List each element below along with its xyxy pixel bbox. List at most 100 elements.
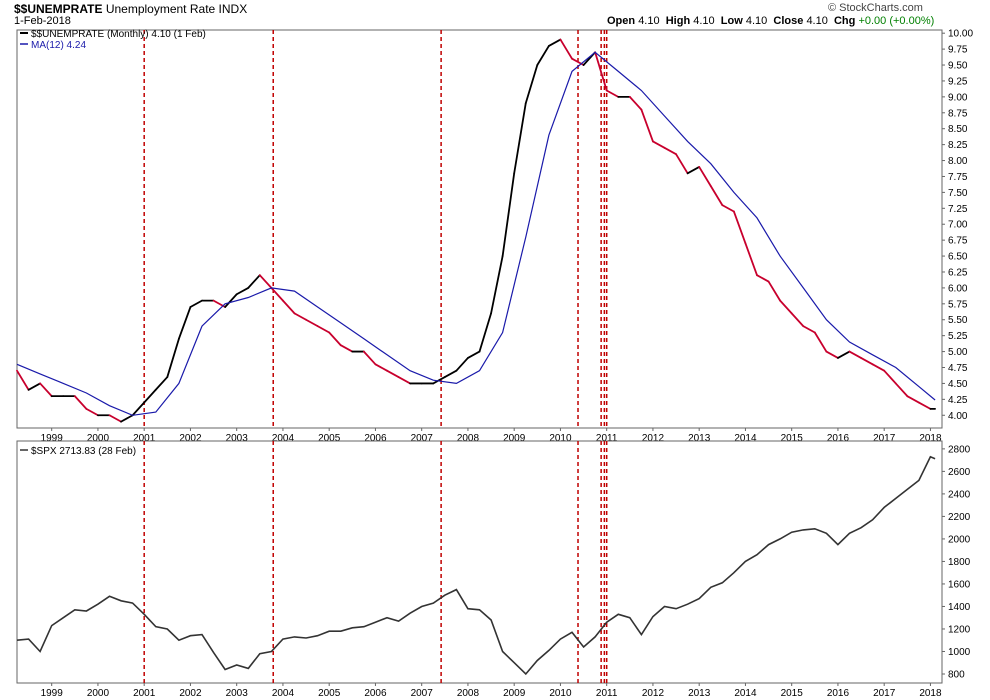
open-value: 4.10	[638, 15, 660, 27]
unemp-series-segment	[790, 312, 805, 328]
unemp-series-segment	[779, 299, 793, 315]
unemp-series-segment	[235, 287, 250, 296]
unemp-ytick-label: 5.50	[948, 315, 968, 326]
unemployment-panel: 4.00 4.25 4.50 4.75 5.00 5.25 5.50 5.75 6.00 6.25…	[16, 29, 973, 444]
spx-ytick-label: 2000	[948, 534, 971, 545]
high-value: 4.10	[693, 15, 715, 27]
legend-ma: MA(12) 4.24	[31, 40, 86, 51]
spx-xtick-label: 2017	[873, 688, 896, 699]
unemp-series-segment	[640, 108, 654, 143]
unemp-series-segment	[802, 325, 816, 334]
unemp-series-segment	[813, 331, 828, 353]
unemp-series-segment	[894, 382, 909, 398]
unemp-series-segment	[143, 388, 157, 404]
unemp-xtick-label: 2007	[411, 433, 434, 444]
spx-xtick-label: 2015	[781, 688, 804, 699]
unemp-series-segment	[282, 299, 296, 315]
spx-ytick-label: 2400	[948, 489, 971, 500]
unemp-series-segment	[501, 172, 516, 257]
spx-xtick-label: 2011	[596, 688, 618, 699]
unemp-series-segment	[536, 45, 550, 66]
spx-xtick-label: 2016	[827, 688, 850, 699]
unemp-ytick-label: 8.50	[948, 124, 968, 135]
chart-title: $$UNEMPRATE Unemployment Rate INDX	[14, 2, 247, 16]
spx-xtick-label: 2012	[642, 688, 665, 699]
unemp-series-segment	[85, 407, 99, 417]
unemp-ytick-label: 5.00	[948, 347, 968, 358]
unemp-series-segment	[455, 357, 469, 372]
spx-xtick-label: 2003	[226, 688, 249, 699]
unemp-series-segment	[652, 140, 666, 149]
unemp-series-segment	[698, 166, 712, 187]
unemp-series-segment	[339, 344, 354, 353]
unemp-series-segment	[837, 350, 851, 359]
unemp-xtick-label: 2003	[226, 433, 249, 444]
unemp-ytick-label: 4.25	[948, 395, 968, 406]
unemp-series-segment	[305, 318, 319, 328]
unemp-series-segment	[293, 312, 307, 321]
spx-xtick-label: 2013	[688, 688, 711, 699]
close-value: 4.10	[806, 15, 828, 27]
spx-xtick-label: 1999	[41, 688, 64, 699]
brand-watermark: © StockCharts.com	[828, 2, 923, 14]
unemp-ytick-label: 9.00	[948, 92, 968, 103]
legend: $$UNEMPRATE (Monthly) 4.10 (1 Feb) MA(12…	[20, 29, 206, 457]
unemp-series-segment	[709, 185, 724, 207]
unemp-ytick-label: 6.00	[948, 283, 968, 294]
spx-xtick-label: 2010	[549, 688, 572, 699]
unemp-series-segment	[478, 312, 492, 353]
unemp-series-segment	[316, 325, 331, 334]
spx-xtick-label: 2000	[87, 688, 110, 699]
unemp-ytick-label: 9.75	[948, 45, 968, 56]
unemp-ytick-label: 8.00	[948, 156, 968, 167]
unemp-ytick-label: 7.00	[948, 220, 968, 231]
unemp-series-segment	[362, 350, 377, 366]
unemp-series-segment	[732, 210, 747, 245]
spx-xtick-label: 2002	[179, 688, 202, 699]
unemp-ytick-label: 8.75	[948, 108, 968, 119]
ohlc-readout: Open 4.10 High 4.10 Low 4.10 Close 4.10 …	[607, 15, 934, 27]
unemp-series-segment	[513, 102, 527, 175]
spx-xtick-label: 2005	[318, 688, 341, 699]
spx-xtick-label: 2008	[457, 688, 480, 699]
spx-panel: 800 1000 1200 1400 1600 1800 2000 2200 2400 2600 2…	[16, 440, 971, 699]
unemp-series-segment	[131, 401, 146, 417]
unemp-series-segment	[860, 357, 874, 366]
unemp-xtick-label: 2015	[781, 433, 804, 444]
spx-frame	[16, 440, 943, 684]
unemp-series-segment	[73, 395, 88, 410]
high-label: High	[665, 15, 691, 27]
unemp-xtick-label: 2012	[642, 433, 665, 444]
unemp-xtick-label: 2006	[364, 433, 387, 444]
low-label: Low	[720, 15, 743, 27]
unemp-xtick-label: 2001	[133, 433, 156, 444]
unemp-series-segment	[27, 382, 42, 391]
unemp-series-segment	[663, 146, 677, 156]
unemp-series-segment	[559, 38, 573, 60]
unemp-series-segment	[120, 414, 134, 423]
spx-ytick-label: 2600	[948, 467, 971, 478]
spx-ytick-label: 800	[948, 669, 965, 680]
unemp-ytick-label: 4.50	[948, 379, 968, 390]
unemp-series-segment	[756, 274, 770, 283]
spx-ytick-label: 2800	[948, 444, 971, 455]
unemp-ytick-label: 8.25	[948, 140, 968, 151]
unemp-series-segment	[224, 293, 238, 308]
unemp-series-segment	[397, 376, 412, 385]
spx-xtick-label: 2001	[133, 688, 156, 699]
spx-ytick-label: 1800	[948, 557, 971, 568]
spx-xtick-label: 2006	[364, 688, 387, 699]
unemp-series-segment	[744, 242, 758, 277]
unemp-series-segment	[524, 64, 539, 105]
unemp-series-segment	[467, 350, 481, 359]
unemp-series-segment	[547, 38, 562, 47]
unemp-series-segment	[490, 255, 504, 315]
spx-ytick-label: 1400	[948, 602, 971, 613]
unemp-series-segment	[443, 369, 458, 378]
unemp-series-segment	[848, 350, 862, 359]
spx-ytick-label: 1600	[948, 579, 971, 590]
unemp-series-segment	[686, 166, 701, 175]
unemp-series-segment	[917, 401, 932, 410]
open-label: Open	[607, 15, 636, 27]
